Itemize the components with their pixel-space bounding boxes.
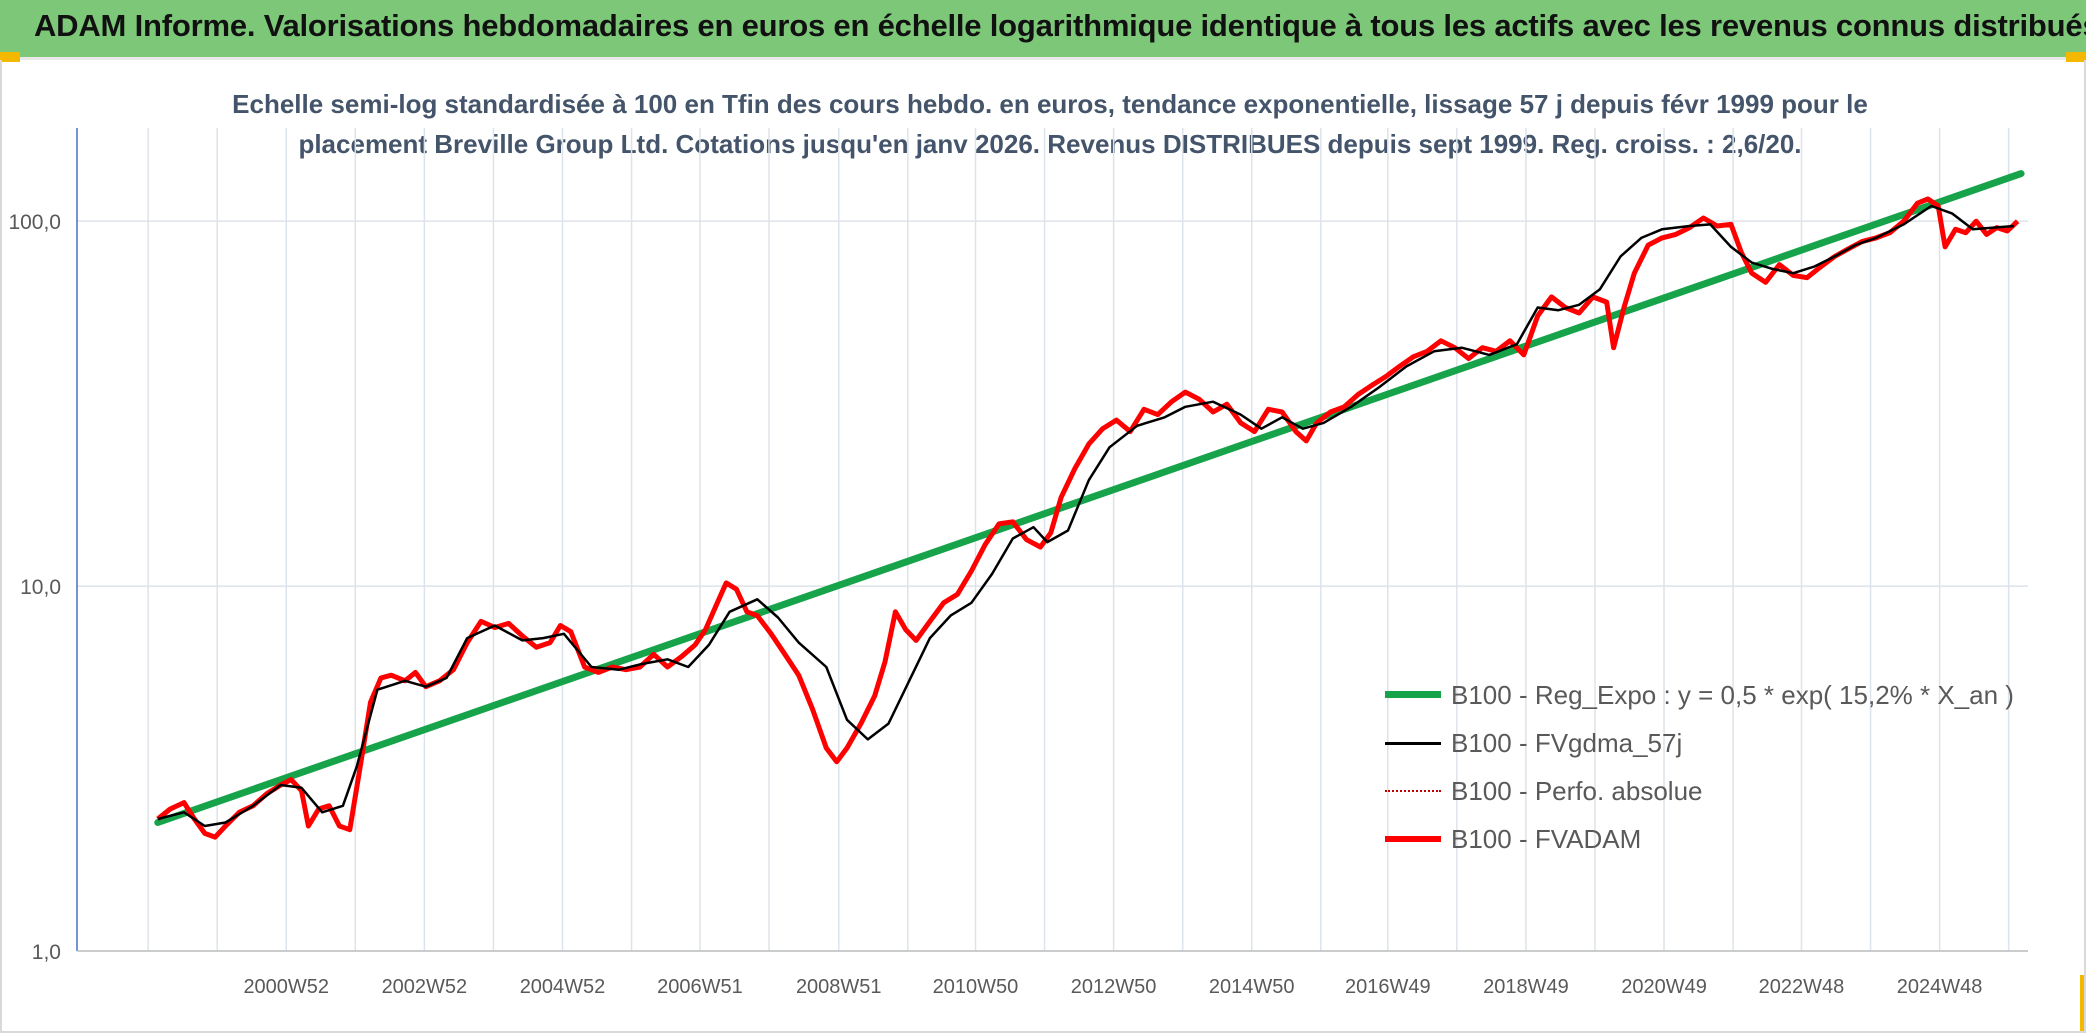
series-fvgdma-line <box>157 204 2015 828</box>
x-tick-label: 2002W52 <box>382 976 468 998</box>
x-tick-label: 2014W50 <box>1209 976 1295 998</box>
chart-frame <box>0 60 2086 1033</box>
x-tick-label: 2020W49 <box>1621 976 1707 998</box>
legend-swatch-perfo <box>1385 790 1441 792</box>
axes: 1,0 10,0 100,0 2000W52 2002W52 2004W52 2006W51… <box>8 128 2028 998</box>
x-tick-label: 2012W50 <box>1071 976 1157 998</box>
subtitle-line-1: Echelle semi-log standardisée à 100 en T… <box>232 89 1868 119</box>
legend-label-regression: B100 - Reg_Expo : y = 0,5 * exp( 15,2% *… <box>1451 680 2014 710</box>
x-tick-label: 2004W52 <box>520 976 606 998</box>
report-title: ADAM Informe. Valorisations hebdomadaire… <box>34 8 2086 43</box>
legend-label-fvadam: B100 - FVADAM <box>1451 824 1642 854</box>
legend-label-fvgdma: B100 - FVgdma_57j <box>1451 728 1683 758</box>
y-tick-label: 10,0 <box>20 576 61 599</box>
subtitle-line-2: placement Breville Group Ltd. Cotations … <box>298 129 1802 159</box>
legend-swatch-fvadam <box>1385 836 1441 842</box>
x-tick-label: 2022W48 <box>1759 976 1845 998</box>
legend-swatch-regression <box>1385 691 1441 698</box>
chart-legend: B100 - Reg_Expo : y = 0,5 * exp( 15,2% *… <box>1385 680 2014 860</box>
grid <box>77 128 2028 952</box>
x-tick-label: 2006W51 <box>657 976 743 998</box>
legend-entry-regression: B100 - Reg_Expo : y = 0,5 * exp( 15,2% *… <box>1385 680 2014 710</box>
x-tick-label: 2016W49 <box>1345 976 1431 998</box>
legend-swatch-fvgdma <box>1385 742 1441 745</box>
x-tick-label: 2008W51 <box>796 976 882 998</box>
legend-entry-fvgdma: B100 - FVgdma_57j <box>1385 728 1985 758</box>
legend-entry-perfo: B100 - Perfo. absolue <box>1385 776 1985 806</box>
x-tick-label: 2024W48 <box>1897 976 1983 998</box>
chart-subtitle: Echelle semi-log standardisée à 100 en T… <box>230 84 1870 164</box>
x-tick-label: 2010W50 <box>933 976 1019 998</box>
corner-marker-left <box>0 52 20 62</box>
legend-label-perfo: B100 - Perfo. absolue <box>1451 776 1703 806</box>
header-banner: ADAM Informe. Valorisations hebdomadaire… <box>0 0 2086 60</box>
corner-marker-right <box>2066 52 2086 62</box>
series-regression-line <box>154 170 2025 826</box>
x-tick-label: 2000W52 <box>243 976 329 998</box>
x-tick-label: 2018W49 <box>1483 976 1569 998</box>
y-tick-label: 100,0 <box>8 211 61 234</box>
corner-marker-bottom-right <box>2080 975 2086 1033</box>
y-tick-label: 1,0 <box>32 941 61 964</box>
series-layer <box>154 170 2025 840</box>
legend-entry-fvadam: B100 - FVADAM <box>1385 824 1985 854</box>
